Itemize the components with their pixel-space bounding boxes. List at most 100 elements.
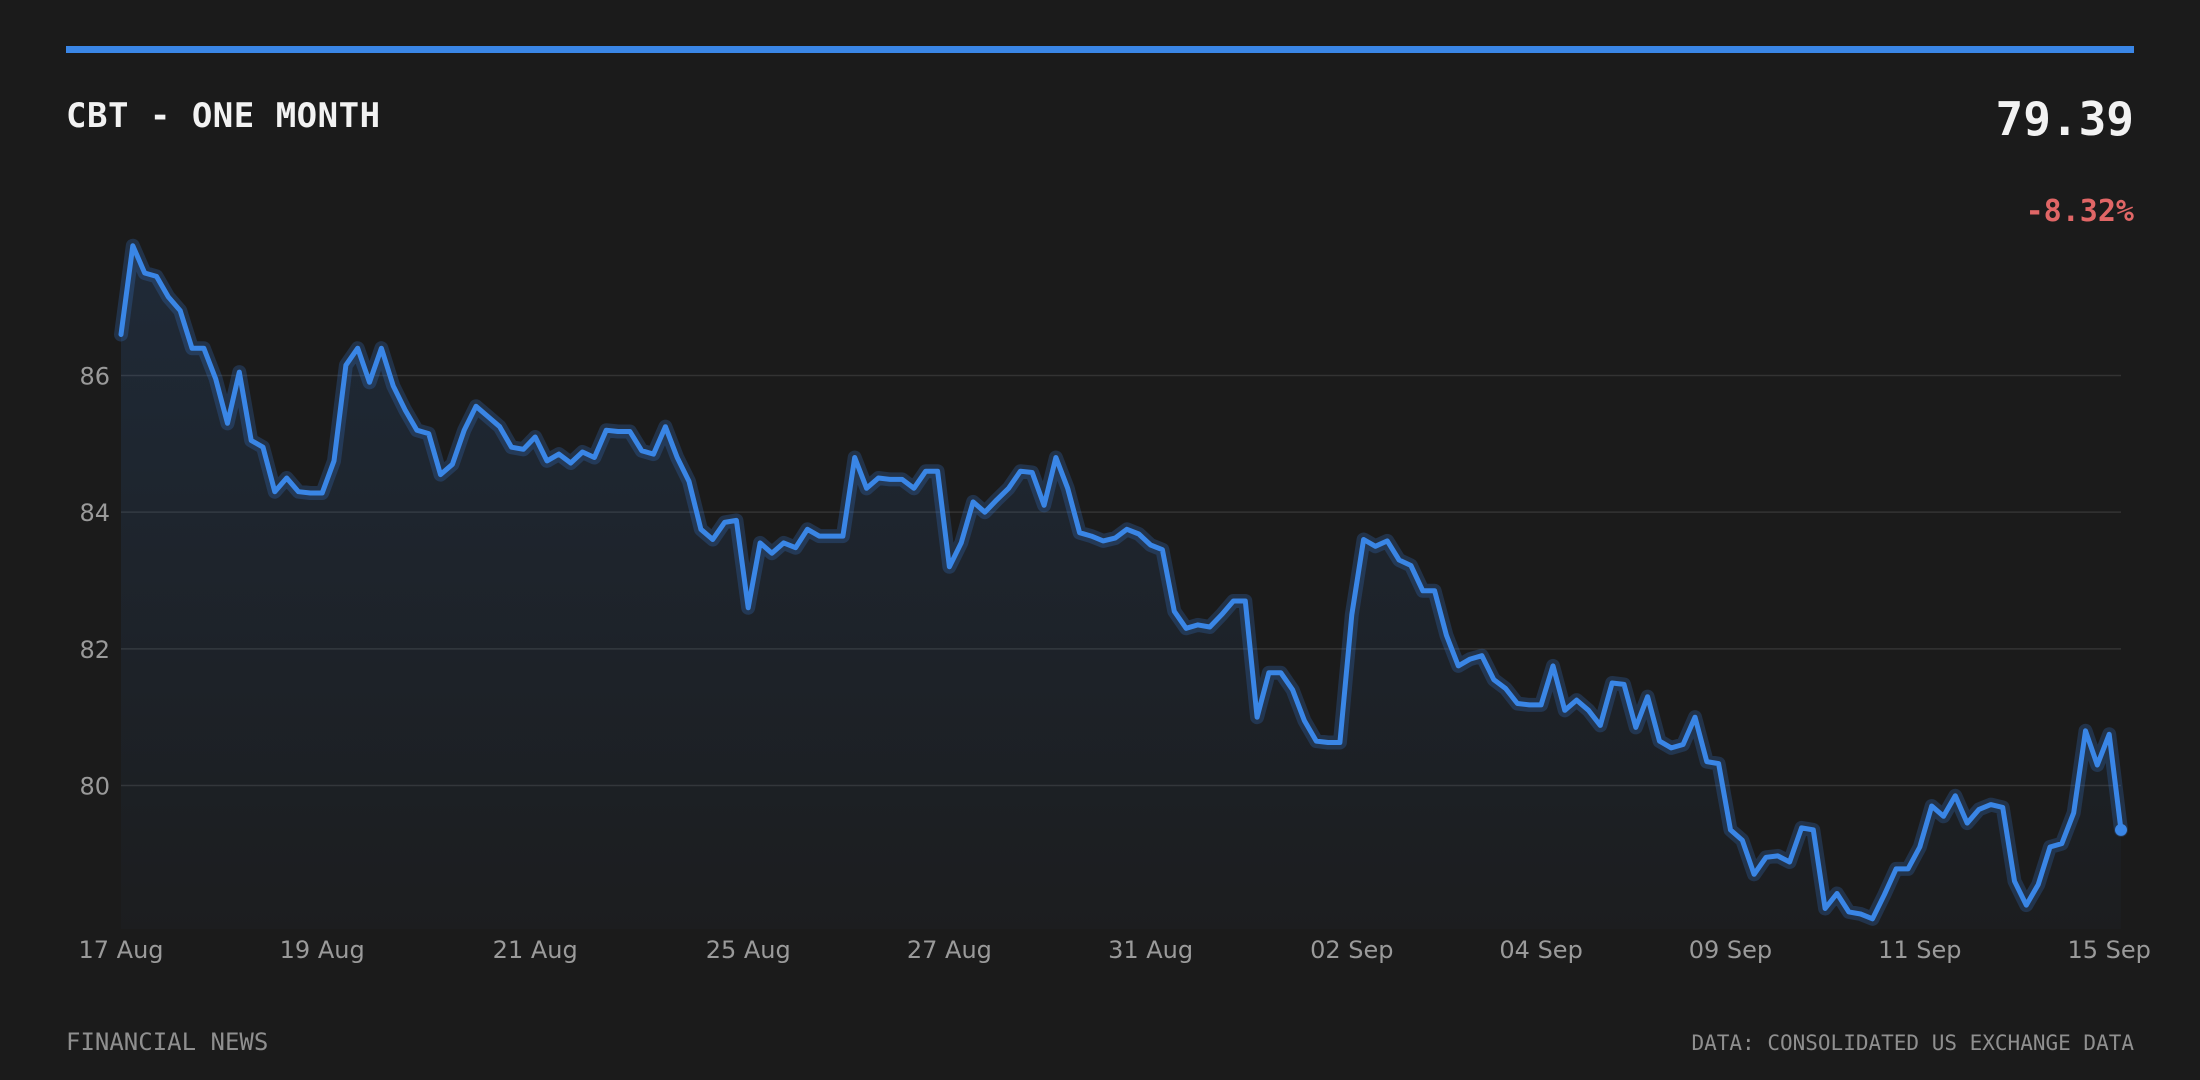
data-point (793, 545, 798, 550)
data-point (1479, 653, 1484, 658)
data-point (1882, 892, 1887, 897)
data-point (687, 479, 692, 484)
data-point (710, 537, 715, 542)
data-point (1101, 538, 1106, 543)
data-point (1503, 686, 1508, 691)
data-point (1397, 558, 1402, 563)
data-point (769, 551, 774, 556)
data-point (1515, 701, 1520, 706)
data-point (1787, 860, 1792, 865)
data-point (1408, 563, 1413, 568)
data-point (1799, 825, 1804, 830)
chart-title: CBT - ONE MONTH (66, 96, 381, 136)
data-point (320, 491, 325, 496)
data-point (414, 428, 419, 433)
data-point (1669, 745, 1674, 750)
data-point (201, 346, 206, 351)
data-point (2036, 882, 2041, 887)
data-point (2059, 841, 2064, 846)
data-point (1053, 455, 1058, 460)
data-point (1089, 534, 1094, 539)
data-point (1231, 599, 1236, 604)
data-point (2071, 810, 2076, 815)
x-tick-label: 27 Aug (907, 936, 992, 964)
data-point (130, 243, 135, 248)
y-tick-label: 82 (79, 636, 110, 664)
data-point (1728, 827, 1733, 832)
data-point (1988, 802, 1993, 807)
data-point (568, 460, 573, 465)
data-point (1692, 715, 1697, 720)
data-point (888, 477, 893, 482)
data-point (2107, 732, 2112, 737)
data-point (154, 274, 159, 279)
data-point (1752, 872, 1757, 877)
data-point (2083, 728, 2088, 733)
data-point (1314, 739, 1319, 744)
data-point (1740, 838, 1745, 843)
footer-source-right: DATA: CONSOLIDATED US EXCHANGE DATA (1691, 1031, 2134, 1055)
current-price: 79.39 (1995, 92, 2134, 146)
data-point (971, 499, 976, 504)
x-axis-ticks: 17 Aug 19 Aug 21 Aug 25 Aug 27 Aug 31 Aug 02 S… (78, 936, 2150, 964)
data-point (556, 452, 561, 457)
data-point (1621, 682, 1626, 687)
data-point (225, 421, 230, 426)
data-point (1953, 793, 1958, 798)
footer-source-left: FINANCIAL NEWS (66, 1028, 269, 1056)
data-point (403, 407, 408, 412)
x-tick-label: 15 Sep (2067, 936, 2150, 964)
x-tick-label: 11 Sep (1878, 936, 1961, 964)
data-point (1775, 853, 1780, 858)
data-point (1018, 469, 1023, 474)
data-point (296, 489, 301, 494)
data-point (213, 376, 218, 381)
data-point (1846, 909, 1851, 914)
data-point (1539, 702, 1544, 707)
data-point (805, 527, 810, 532)
data-point (1645, 694, 1650, 699)
data-point (1124, 527, 1129, 532)
data-point (1444, 633, 1449, 638)
data-point (178, 308, 183, 313)
data-point (1941, 814, 1946, 819)
data-point (840, 534, 845, 539)
data-point (911, 486, 916, 491)
data-point (663, 424, 668, 429)
data-point (923, 469, 928, 474)
data-point (1870, 916, 1875, 921)
data-point (1527, 702, 1532, 707)
data-point (367, 380, 372, 385)
data-point (734, 518, 739, 523)
data-point (876, 476, 881, 481)
data-point (1586, 708, 1591, 713)
data-point (616, 429, 621, 434)
data-point (758, 540, 763, 545)
series-layer (114, 238, 2128, 929)
data-point (355, 346, 360, 351)
data-point (1420, 588, 1425, 593)
data-point (1858, 911, 1863, 916)
data-point (935, 469, 940, 474)
data-point (2012, 879, 2017, 884)
data-point (332, 458, 337, 463)
data-point (249, 438, 254, 443)
data-point (1337, 740, 1342, 745)
data-point (1266, 670, 1271, 675)
data-point (1598, 723, 1603, 728)
data-point (521, 447, 526, 452)
data-point (261, 445, 266, 450)
data-point (1811, 827, 1816, 832)
y-tick-label: 86 (79, 363, 110, 391)
data-point (1385, 538, 1390, 543)
data-point (1763, 855, 1768, 860)
data-point (852, 455, 857, 460)
data-point (1219, 612, 1224, 617)
data-point (485, 414, 490, 419)
data-point (994, 497, 999, 502)
y-tick-label: 80 (79, 773, 110, 801)
data-point (1894, 866, 1899, 871)
data-point (1113, 536, 1118, 541)
data-point (722, 520, 727, 525)
data-point (166, 294, 171, 299)
